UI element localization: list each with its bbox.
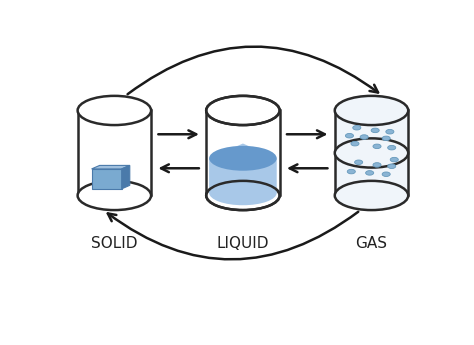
Ellipse shape: [388, 145, 396, 150]
Polygon shape: [122, 165, 130, 189]
Ellipse shape: [206, 181, 280, 210]
Ellipse shape: [351, 141, 359, 146]
Ellipse shape: [373, 163, 381, 167]
Ellipse shape: [78, 96, 151, 125]
Polygon shape: [91, 165, 130, 169]
FancyArrowPatch shape: [108, 212, 358, 259]
Ellipse shape: [206, 96, 280, 125]
Ellipse shape: [390, 157, 398, 162]
Ellipse shape: [386, 129, 394, 134]
Polygon shape: [335, 110, 408, 196]
Ellipse shape: [335, 138, 408, 168]
Ellipse shape: [209, 146, 277, 171]
Ellipse shape: [353, 126, 361, 130]
Polygon shape: [206, 110, 280, 196]
Ellipse shape: [388, 164, 396, 168]
Ellipse shape: [373, 144, 381, 149]
Ellipse shape: [360, 135, 368, 139]
Ellipse shape: [209, 180, 277, 205]
Polygon shape: [209, 144, 277, 193]
Ellipse shape: [382, 172, 390, 177]
Ellipse shape: [335, 181, 408, 210]
Text: LIQUID: LIQUID: [217, 236, 269, 251]
Ellipse shape: [78, 181, 151, 210]
Ellipse shape: [365, 171, 374, 175]
Ellipse shape: [382, 136, 390, 141]
Polygon shape: [91, 169, 122, 189]
Ellipse shape: [347, 169, 356, 174]
Ellipse shape: [346, 134, 354, 138]
Text: SOLID: SOLID: [91, 236, 137, 251]
Ellipse shape: [371, 128, 379, 132]
FancyArrowPatch shape: [128, 47, 378, 94]
Polygon shape: [78, 110, 151, 196]
Ellipse shape: [335, 96, 408, 125]
Ellipse shape: [355, 160, 363, 165]
Text: GAS: GAS: [356, 236, 388, 251]
